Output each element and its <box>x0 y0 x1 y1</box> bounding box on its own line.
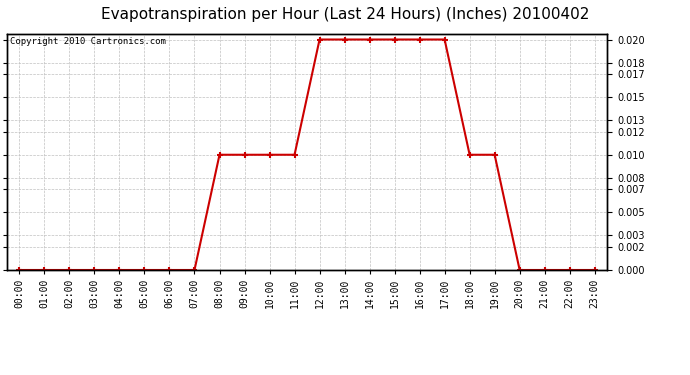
Text: Copyright 2010 Cartronics.com: Copyright 2010 Cartronics.com <box>10 37 166 46</box>
Text: Evapotranspiration per Hour (Last 24 Hours) (Inches) 20100402: Evapotranspiration per Hour (Last 24 Hou… <box>101 8 589 22</box>
